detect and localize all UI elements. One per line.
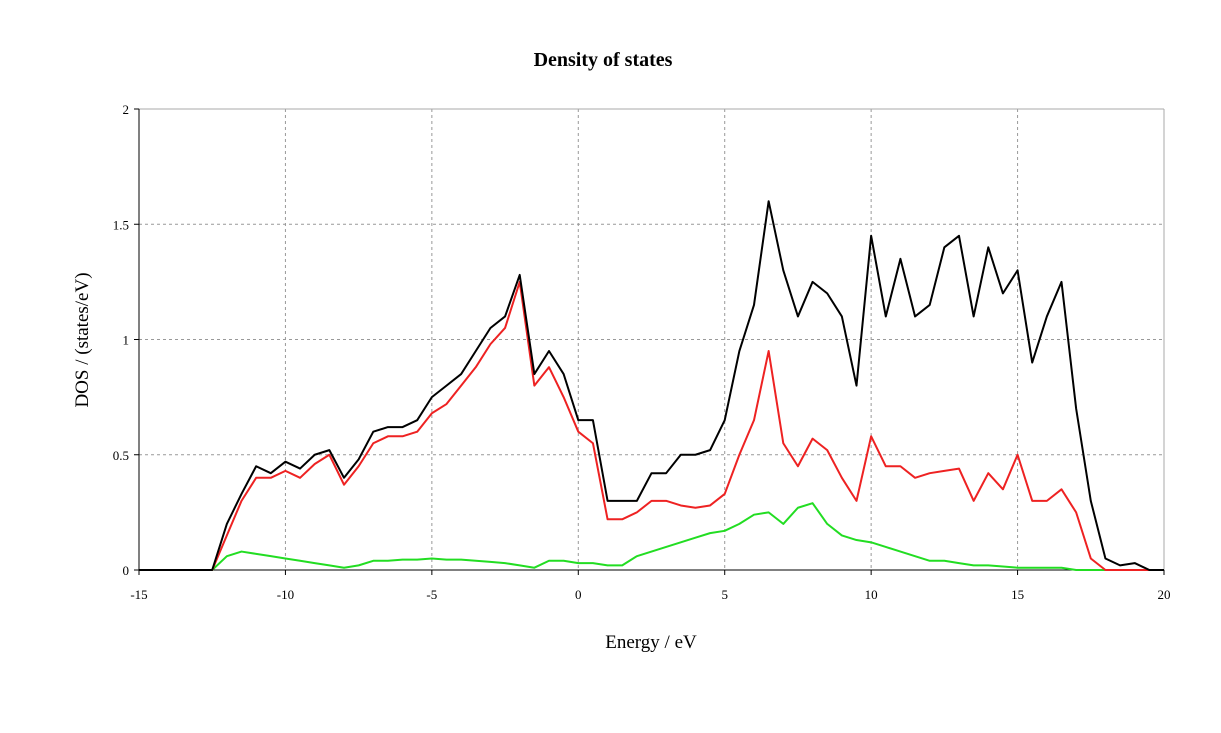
x-tick-label: 15 xyxy=(1011,587,1024,602)
y-tick-label: 1.5 xyxy=(113,217,129,232)
y-tick-label: 1 xyxy=(123,333,130,348)
series-line xyxy=(139,200,1164,571)
x-tick-label: 0 xyxy=(575,587,582,602)
y-tick-label: 0.5 xyxy=(113,448,129,463)
x-tick-label: -5 xyxy=(426,587,437,602)
x-axis-label: Energy / eV xyxy=(605,632,697,653)
y-axis-label: DOS / (states/eV) xyxy=(72,272,93,407)
series-line xyxy=(139,502,1164,571)
chart-title: Density of states xyxy=(534,49,673,71)
x-tick-label: -10 xyxy=(277,587,294,602)
x-tick-label: -15 xyxy=(130,587,147,602)
x-tick-label: 20 xyxy=(1158,587,1171,602)
series-line xyxy=(139,280,1164,571)
x-tick-label: 5 xyxy=(721,587,728,602)
y-tick-label: 0 xyxy=(123,563,130,578)
x-tick-label: 10 xyxy=(865,587,878,602)
y-tick-label: 2 xyxy=(123,102,130,117)
